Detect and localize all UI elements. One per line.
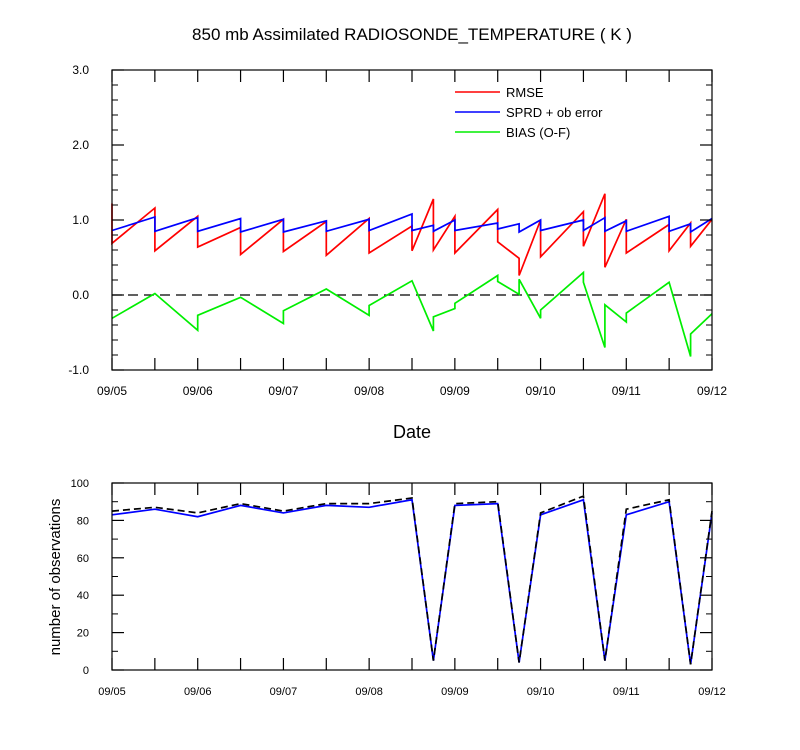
top-y-tick-label: 1.0 [72, 213, 89, 227]
top-axis-ticks: 09/05 09/06 09/07 09/08 09/09 09/10 09/11 09/12… [68, 63, 727, 398]
bottom-series-assimilated [111, 498, 713, 665]
bottom-y-tick-label: 0 [83, 665, 89, 677]
top-panel: 850 mb Assimilated RADIOSONDE_TEMPERATUR… [68, 25, 727, 442]
top-plot-lines [111, 193, 713, 357]
legend-label-bias: BIAS (O-F) [506, 125, 570, 140]
bottom-x-tick-label: 09/10 [527, 686, 555, 698]
bottom-series-total [111, 494, 713, 665]
bottom-y-axis-label: number of observations [47, 499, 64, 656]
bottom-x-tick-label: 09/12 [698, 686, 726, 698]
top-y-tick-label: 3.0 [72, 63, 89, 77]
top-x-tick-label: 09/07 [268, 384, 298, 398]
top-x-tick-label: 09/11 [612, 384, 641, 398]
bottom-y-tick-label: 20 [77, 628, 89, 640]
legend-label-rmse: RMSE [506, 85, 544, 100]
bottom-x-tick-label: 09/06 [184, 686, 212, 698]
top-chart-title: 850 mb Assimilated RADIOSONDE_TEMPERATUR… [192, 25, 632, 44]
bottom-x-tick-label: 09/11 [613, 686, 640, 698]
bottom-y-tick-label: 60 [77, 553, 89, 565]
bottom-plot-frame [111, 482, 713, 671]
top-x-tick-label: 09/06 [183, 384, 213, 398]
top-x-tick-label: 09/05 [97, 384, 127, 398]
top-series-sprd-ob-error [111, 212, 713, 234]
top-y-tick-label: -1.0 [68, 363, 89, 377]
legend-label-sprd: SPRD + ob error [506, 105, 603, 120]
bottom-x-tick-label: 09/05 [98, 686, 126, 698]
bottom-x-tick-label: 09/07 [270, 686, 298, 698]
top-x-tick-label: 09/08 [354, 384, 384, 398]
top-x-tick-label: 09/12 [697, 384, 727, 398]
top-x-tick-label: 09/09 [440, 384, 470, 398]
top-series-bias-o-f [111, 270, 713, 357]
top-y-tick-label: 0.0 [72, 288, 89, 302]
bottom-panel: 09/05 09/06 09/07 09/08 09/09 09/10 09/11 09/12… [47, 478, 726, 698]
top-x-tick-label: 09/10 [526, 384, 556, 398]
bottom-axis-ticks: 09/05 09/06 09/07 09/08 09/09 09/10 09/11 09/12… [71, 478, 726, 698]
top-legend: RMSE SPRD + ob error BIAS (O-F) [455, 85, 603, 140]
bottom-x-tick-label: 09/09 [441, 686, 469, 698]
top-plot-frame [111, 69, 713, 371]
bottom-y-tick-label: 80 [77, 515, 89, 527]
bottom-y-tick-label: 40 [77, 590, 89, 602]
top-y-tick-label: 2.0 [72, 138, 89, 152]
bottom-y-tick-label: 100 [71, 478, 89, 490]
top-x-axis-label: Date [393, 422, 431, 442]
bottom-plot-lines [111, 494, 713, 665]
bottom-x-tick-label: 09/08 [355, 686, 383, 698]
